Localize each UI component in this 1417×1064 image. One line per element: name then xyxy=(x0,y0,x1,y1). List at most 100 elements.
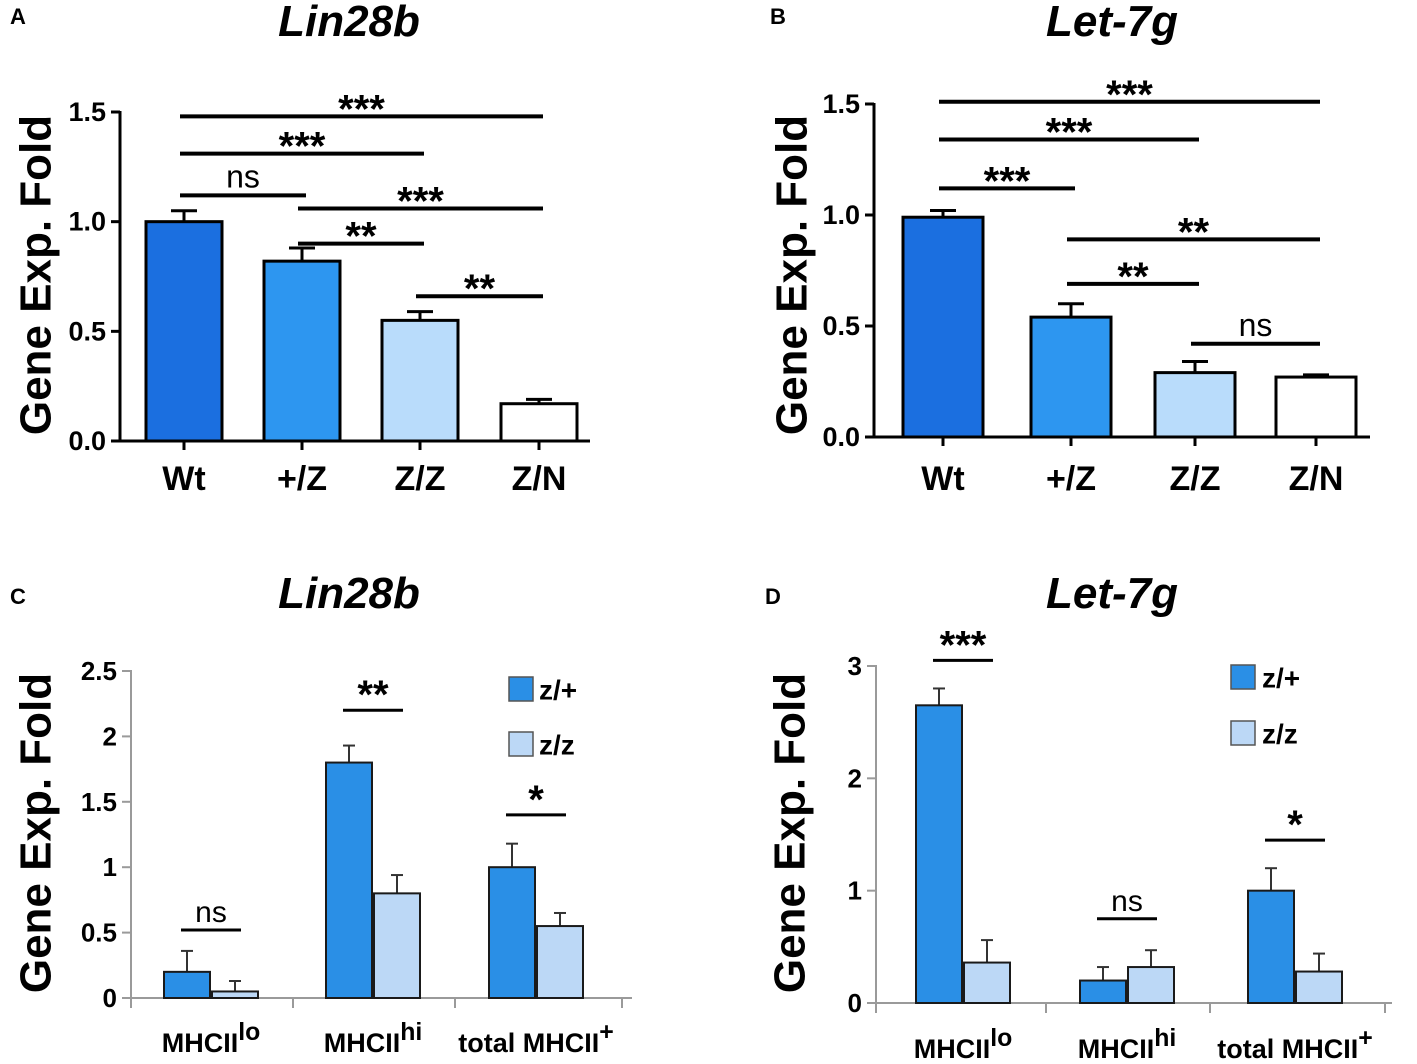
significance-label: ** xyxy=(357,673,389,717)
y-tick-label: 1.0 xyxy=(822,200,860,230)
bar xyxy=(144,220,224,443)
legend-swatch xyxy=(1230,664,1256,690)
x-tick-label: Z/N xyxy=(1289,460,1344,498)
y-tick-label: 0.5 xyxy=(81,918,117,948)
significance-label: ns xyxy=(195,896,227,929)
x-tick-label-base: MHCII xyxy=(324,1028,401,1058)
significance-label: *** xyxy=(984,159,1031,203)
x-tick-label-base: MHCII xyxy=(914,1034,991,1064)
y-tick-label: 0.0 xyxy=(68,426,106,456)
x-tick-label-sup: + xyxy=(1358,1025,1373,1052)
legend-label: z/+ xyxy=(539,675,577,706)
significance-label: ns xyxy=(1239,307,1273,343)
panel-label-a: A xyxy=(10,4,26,29)
legend-swatch xyxy=(508,676,534,702)
bar xyxy=(1247,889,1295,1005)
panel-label-c: C xyxy=(10,584,26,609)
bar xyxy=(211,990,259,1000)
x-tick-label-sup: lo xyxy=(238,1019,260,1046)
y-tick-label: 1.5 xyxy=(822,89,860,119)
x-tick-label: total MHCII+ xyxy=(458,1019,614,1058)
chart-title: Let-7g xyxy=(1046,569,1178,618)
y-tick-label: 0.0 xyxy=(822,422,860,452)
bar xyxy=(915,704,963,1004)
significance-label: ** xyxy=(1117,255,1149,299)
x-tick-label-sup: hi xyxy=(1154,1025,1176,1052)
significance-label: ** xyxy=(345,215,377,259)
x-tick-label: Wt xyxy=(162,460,205,498)
bar xyxy=(1029,315,1113,439)
x-tick-label-sup: lo xyxy=(990,1025,1012,1052)
y-tick-label: 0 xyxy=(848,988,862,1018)
significance-label: * xyxy=(528,778,544,822)
significance-label: *** xyxy=(397,180,444,224)
y-axis-label: Gene Exp. Fold xyxy=(12,673,61,993)
y-tick-label: 1 xyxy=(103,852,117,882)
y-tick-label: 2.5 xyxy=(81,656,117,686)
chart-title: Lin28b xyxy=(278,569,420,618)
significance-label: * xyxy=(1287,803,1303,847)
significance-label: ** xyxy=(464,267,496,311)
bar xyxy=(325,761,373,999)
significance-label: ns xyxy=(226,158,260,194)
legend-label: z/z xyxy=(539,730,575,761)
chart-title: Let-7g xyxy=(1046,0,1178,46)
y-tick-label: 0.5 xyxy=(822,311,860,341)
chart-title: Lin28b xyxy=(278,0,420,46)
y-tick-label: 2 xyxy=(848,763,862,793)
x-tick-label: total MHCII+ xyxy=(1217,1025,1373,1064)
x-tick-label: +/Z xyxy=(1046,460,1096,498)
bar xyxy=(901,215,985,439)
bar xyxy=(262,259,342,443)
x-tick-label: Z/N xyxy=(512,460,567,498)
bar xyxy=(963,961,1011,1004)
bar xyxy=(1079,979,1127,1004)
y-tick-label: 1.5 xyxy=(81,787,117,817)
panel-label-d: D xyxy=(765,584,781,609)
legend-label: z/z xyxy=(1262,719,1298,750)
x-tick-label-base: total MHCII xyxy=(1217,1034,1358,1064)
y-axis-label: Gene Exp. Fold xyxy=(12,115,61,435)
legend-swatch xyxy=(508,731,534,757)
y-tick-label: 1 xyxy=(848,876,862,906)
bar xyxy=(488,866,536,1000)
x-tick-label: MHCIIlo xyxy=(914,1025,1013,1064)
x-tick-label-sup: + xyxy=(599,1019,614,1046)
x-tick-label-sup: hi xyxy=(400,1019,422,1046)
legend-swatch xyxy=(1230,720,1256,746)
x-tick-label-base: total MHCII xyxy=(458,1028,599,1058)
x-tick-label: Z/Z xyxy=(1170,460,1221,498)
significance-label: *** xyxy=(279,125,326,169)
significance-label: *** xyxy=(338,87,385,131)
bar xyxy=(1295,970,1343,1005)
x-tick-label: Z/Z xyxy=(395,460,446,498)
x-tick-label-base: MHCII xyxy=(1078,1034,1155,1064)
y-axis-label: Gene Exp. Fold xyxy=(766,673,815,993)
bar xyxy=(536,925,584,999)
x-tick-label: +/Z xyxy=(277,460,327,498)
y-tick-label: 1.0 xyxy=(68,207,106,237)
y-tick-label: 2 xyxy=(103,721,117,751)
bar xyxy=(380,318,460,443)
bar xyxy=(1127,966,1175,1005)
significance-label: *** xyxy=(940,623,987,667)
significance-label: *** xyxy=(1046,111,1093,155)
significance-label: *** xyxy=(1106,73,1153,117)
y-tick-label: 1.5 xyxy=(68,97,106,127)
y-tick-label: 3 xyxy=(848,651,862,681)
significance-label: ns xyxy=(1111,885,1143,918)
bar xyxy=(163,970,211,1000)
x-tick-label: Wt xyxy=(921,460,964,498)
x-tick-label-base: MHCII xyxy=(162,1028,239,1058)
x-tick-label: MHCIIhi xyxy=(324,1019,423,1058)
y-tick-label: 0.5 xyxy=(68,316,106,346)
y-tick-label: 0 xyxy=(103,983,117,1013)
x-tick-label: MHCIIlo xyxy=(162,1019,261,1058)
legend-label: z/+ xyxy=(1262,663,1300,694)
bar xyxy=(1274,375,1358,439)
